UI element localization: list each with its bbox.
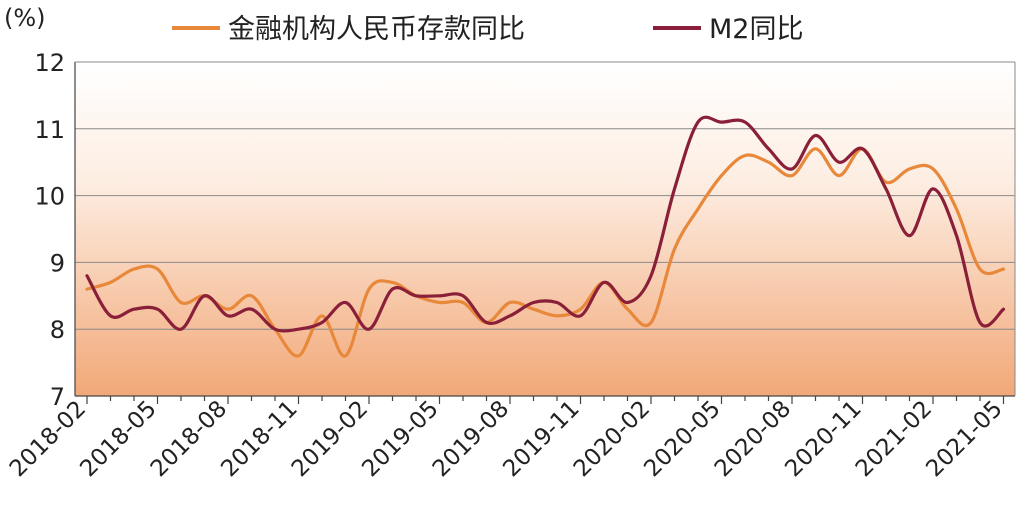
x-tick-label: 2020-11	[780, 396, 866, 482]
y-tick-label: 9	[50, 249, 65, 277]
x-tick-label: 2020-05	[639, 396, 725, 482]
plot-background	[75, 62, 1015, 396]
x-tick-label: 2018-02	[5, 396, 91, 482]
x-tick-label: 2018-05	[75, 396, 161, 482]
y-tick-label: 7	[50, 383, 65, 411]
y-tick-label: 12	[34, 49, 65, 77]
unit-label: (%)	[4, 4, 46, 32]
y-tick-label: 11	[34, 116, 65, 144]
x-tick-label: 2020-08	[710, 396, 796, 482]
series-line-deposits	[85, 147, 1006, 358]
legend-label: M2同比	[709, 14, 803, 45]
x-tick-label: 2021-02	[851, 396, 937, 482]
x-tick-label: 2020-02	[569, 396, 655, 482]
x-tick-label: 2019-11	[498, 396, 584, 482]
y-tick-label: 10	[34, 183, 65, 211]
x-tick-label: 2019-05	[357, 396, 443, 482]
series-line-m2	[85, 115, 1006, 333]
x-tick-label: 2019-08	[428, 396, 514, 482]
x-tick-label: 2018-08	[146, 396, 232, 482]
y-tick-label: 8	[50, 316, 65, 344]
x-tick-label: 2019-02	[287, 396, 373, 482]
x-tick-label: 2018-11	[216, 396, 302, 482]
legend-label: 金融机构人民币存款同比	[228, 14, 525, 45]
series-lines	[85, 115, 1006, 358]
legend: 金融机构人民币存款同比 M2同比	[172, 14, 803, 45]
x-tick-label: 2021-05	[921, 396, 1007, 482]
